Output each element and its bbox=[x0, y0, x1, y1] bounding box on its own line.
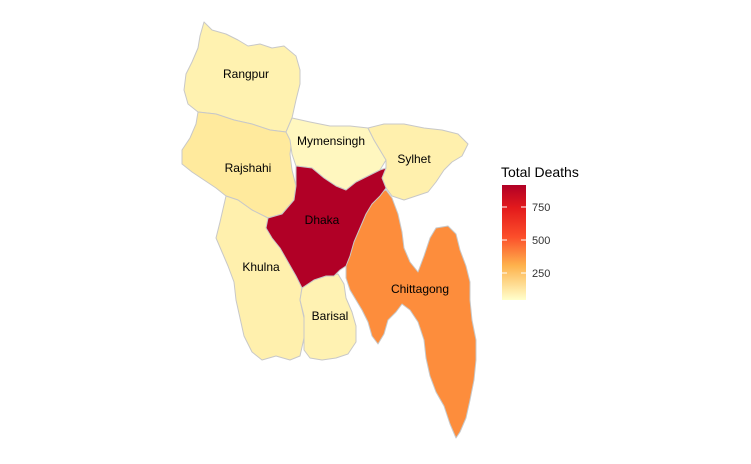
region-sylhet bbox=[367, 123, 469, 201]
region-dhaka bbox=[265, 165, 387, 289]
map-labels: Rangpur Rajshahi Mymensingh Sylhet Dhaka… bbox=[223, 67, 449, 323]
label-sylhet: Sylhet bbox=[397, 152, 431, 166]
label-mymensingh: Mymensingh bbox=[297, 134, 365, 148]
label-dhaka: Dhaka bbox=[305, 213, 340, 227]
label-rajshahi: Rajshahi bbox=[225, 161, 272, 175]
label-rangpur: Rangpur bbox=[223, 67, 269, 81]
legend-colorbar bbox=[502, 185, 526, 300]
legend-title: Total Deaths bbox=[501, 164, 579, 180]
label-barisal: Barisal bbox=[312, 309, 349, 323]
region-chittagong bbox=[345, 189, 477, 439]
map-regions bbox=[181, 21, 477, 439]
legend-tick-label: 750 bbox=[532, 202, 550, 214]
legend-tick-label: 250 bbox=[532, 268, 550, 280]
legend-tick-label: 500 bbox=[532, 235, 550, 247]
label-chittagong: Chittagong bbox=[391, 282, 449, 296]
legend: Total Deaths 750 500 250 bbox=[501, 164, 579, 300]
label-khulna: Khulna bbox=[242, 260, 280, 274]
